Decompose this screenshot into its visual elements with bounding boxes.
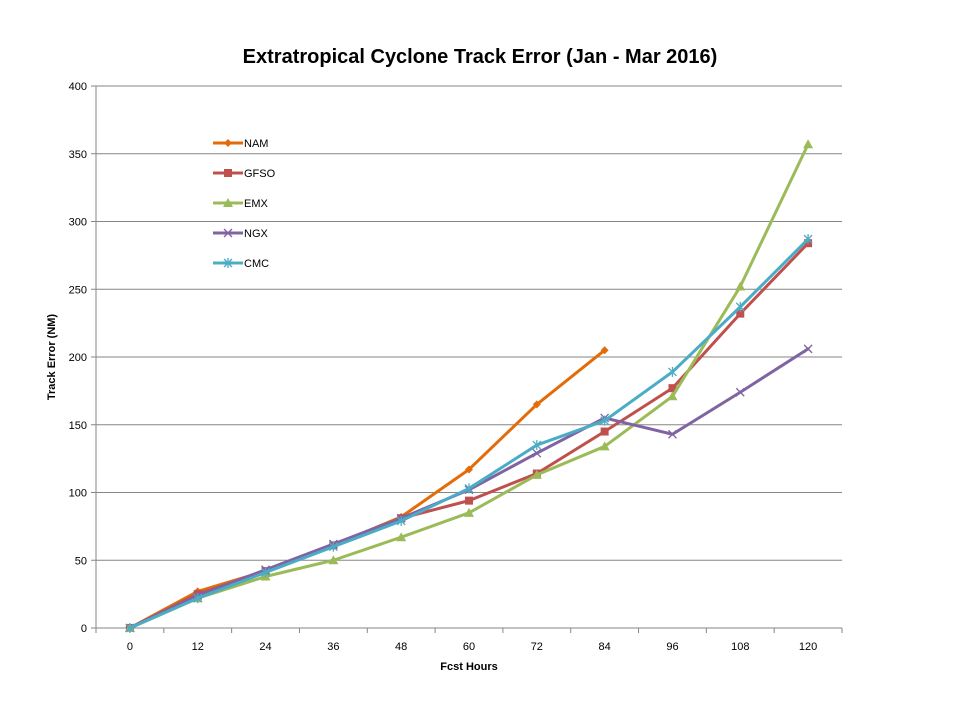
legend-item-cmc: CMC [213,258,269,270]
y-tick-label: 100 [69,488,87,500]
marker-stroke [735,387,745,397]
data-point [735,387,745,397]
data-point [667,391,678,401]
y-tick-label: 250 [69,284,87,296]
legend-item-ngx: NGX [213,228,269,240]
x-tick-label: 120 [799,641,817,653]
data-point [224,139,232,147]
legend: NAM GFSO EMX NGX CMC [213,138,276,270]
data-point [328,541,338,552]
series-line [128,142,810,630]
legend-label: NAM [244,138,268,150]
x-tick-label: 12 [192,641,204,653]
legend-item-nam: NAM [213,138,268,150]
series-nam [125,346,609,632]
series-emx [124,139,814,632]
data-point [223,258,233,268]
data-point [735,301,745,312]
data-point [667,429,677,439]
legend-label: EMX [244,198,269,210]
series-layer [124,139,814,633]
x-tick-label: 24 [259,641,271,653]
x-tick-label: 48 [395,641,407,653]
legend-label: GFSO [244,168,276,180]
data-point [261,567,271,578]
marker-stroke [803,344,813,354]
axes [95,86,843,633]
gridlines [91,85,842,629]
data-point [600,415,610,426]
data-point [223,228,233,238]
data-point [223,198,233,207]
marker-stroke [223,228,233,238]
y-tick-label: 0 [81,623,87,635]
series-line [128,348,607,630]
data-point [224,169,232,177]
x-tick-label: 96 [666,641,678,653]
data-point [599,441,610,451]
marker-stroke [667,429,677,439]
y-tick-label: 300 [69,217,87,229]
data-point [735,281,746,291]
x-tick-label: 72 [531,641,543,653]
y-axis-title: Track Error (NM) [46,314,58,401]
legend-item-emx: EMX [213,198,269,210]
data-point [668,384,677,393]
series-cmc [125,234,813,633]
x-tick-labels: 0 12 24 36 48 60 72 84 96 108 120 [127,641,817,653]
x-tick-label: 60 [463,641,475,653]
series-line [128,237,810,630]
y-tick-label: 200 [69,352,87,364]
data-point [803,234,813,245]
legend-label: NGX [244,228,269,240]
data-point [531,469,542,479]
data-point [125,623,135,633]
data-point [532,440,542,451]
data-point [803,139,814,149]
data-point [600,346,609,355]
data-point [667,366,677,377]
legend-item-gfso: GFSO [213,168,276,180]
marker-stroke [532,448,542,458]
data-point [464,483,474,494]
y-tick-label: 50 [75,555,87,567]
data-point [464,507,474,517]
x-tick-label: 84 [599,641,611,653]
series-line [128,241,810,630]
legend-label: CMC [244,258,269,270]
y-tick-label: 150 [69,420,87,432]
data-point [532,400,541,409]
data-point [736,309,745,318]
y-tick-labels: 0 50 100 150 200 250 300 350 400 [69,81,87,635]
data-point [193,593,203,604]
x-tick-label: 0 [127,641,133,653]
x-tick-label: 108 [731,641,749,653]
y-tick-label: 350 [69,149,87,161]
data-point [803,344,813,354]
x-tick-label: 36 [327,641,339,653]
data-point [396,532,407,542]
data-point [396,515,406,526]
data-point [328,555,339,565]
y-tick-label: 400 [69,81,87,93]
data-point [465,465,473,474]
series-gfso [125,239,813,632]
data-point [532,448,542,458]
chart-title: Extratropical Cyclone Track Error (Jan -… [243,46,718,68]
data-point [600,427,609,436]
x-axis-title: Fcst Hours [440,661,497,673]
data-point [465,496,473,505]
